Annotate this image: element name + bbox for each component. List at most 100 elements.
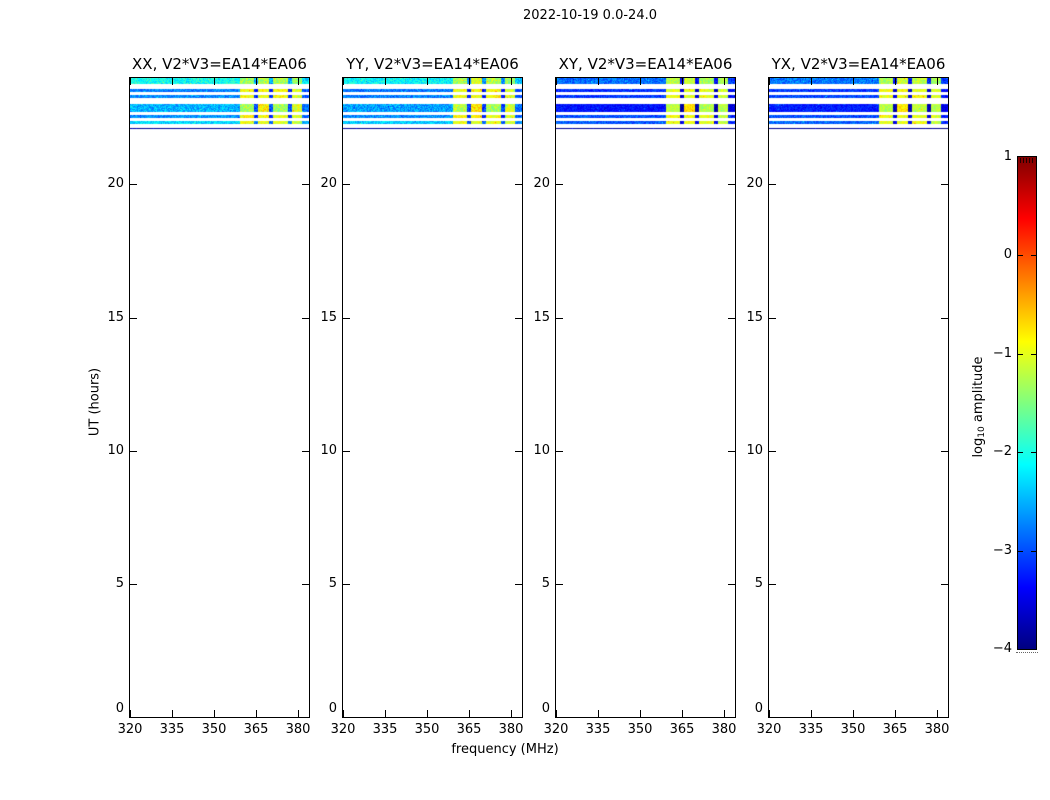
x-tick-label: 335 — [159, 722, 185, 737]
x-tick-label: 320 — [543, 722, 569, 737]
y-tick-left — [130, 584, 137, 585]
x-tick-bottom — [853, 710, 854, 717]
y-tick-left — [556, 451, 563, 452]
y-tick-right — [941, 318, 948, 319]
colorbar-tick-label: −4 — [992, 641, 1012, 656]
x-tick-bottom — [769, 710, 770, 717]
y-tick-right — [515, 584, 522, 585]
y-tick-right — [728, 584, 735, 585]
x-tick-label: 320 — [756, 722, 782, 737]
y-tick-label: 20 — [746, 176, 763, 191]
x-tick-label: 350 — [201, 722, 227, 737]
heatmap-canvas-XX — [130, 78, 309, 134]
panel-YY — [342, 77, 523, 718]
x-tick-top — [724, 78, 725, 85]
x-tick-top — [682, 78, 683, 85]
panel-title-XX: XX, V2*V3=EA14*EA06 — [132, 55, 307, 73]
colorbar-tick-label: −1 — [992, 346, 1012, 361]
x-tick-label: 320 — [117, 722, 143, 737]
x-tick-top — [556, 78, 557, 85]
x-tick-bottom — [130, 710, 131, 717]
x-tick-bottom — [427, 710, 428, 717]
x-tick-top — [469, 78, 470, 85]
x-tick-bottom — [214, 710, 215, 717]
colorbar-tick-label: −2 — [992, 444, 1012, 459]
x-tick-top — [895, 78, 896, 85]
x-tick-bottom — [469, 710, 470, 717]
x-tick-label: 380 — [285, 722, 311, 737]
x-tick-top — [511, 78, 512, 85]
heatmap-canvas-YX — [769, 78, 948, 134]
y-tick-label: 5 — [754, 576, 763, 591]
x-tick-top — [343, 78, 344, 85]
x-tick-top — [130, 78, 131, 85]
panel-XX — [129, 77, 310, 718]
y-tick-left — [343, 184, 350, 185]
x-tick-label: 350 — [627, 722, 653, 737]
colorbar-tick-left — [1018, 452, 1023, 453]
y-tick-label: 0 — [115, 701, 124, 716]
x-tick-label: 350 — [414, 722, 440, 737]
colorbar-tick-right — [1031, 452, 1036, 453]
x-tick-label: 365 — [456, 722, 482, 737]
x-tick-top — [937, 78, 938, 85]
y-tick-right — [728, 184, 735, 185]
y-tick-label: 0 — [541, 701, 550, 716]
x-tick-top — [256, 78, 257, 85]
x-tick-top — [385, 78, 386, 85]
x-tick-top — [214, 78, 215, 85]
y-tick-left — [556, 584, 563, 585]
x-tick-bottom — [256, 710, 257, 717]
x-tick-top — [172, 78, 173, 85]
colorbar-tick-left — [1018, 354, 1023, 355]
y-tick-label: 10 — [746, 443, 763, 458]
x-tick-bottom — [811, 710, 812, 717]
colorbar-tick-label: 1 — [1003, 149, 1012, 164]
x-tick-bottom — [640, 710, 641, 717]
figure-title: 2022-10-19 0.0-24.0 — [523, 8, 657, 23]
y-tick-left — [769, 184, 776, 185]
y-tick-left — [130, 451, 137, 452]
y-tick-left — [343, 584, 350, 585]
colorbar-tick-right — [1031, 551, 1036, 552]
x-tick-bottom — [298, 710, 299, 717]
y-tick-right — [941, 584, 948, 585]
y-tick-label: 20 — [533, 176, 550, 191]
x-tick-label: 335 — [585, 722, 611, 737]
colorbar-label-subscript: 10 — [977, 426, 987, 438]
x-axis-label: frequency (MHz) — [451, 742, 559, 757]
colorbar-tick-left — [1018, 551, 1023, 552]
x-tick-label: 335 — [372, 722, 398, 737]
y-tick-left — [343, 451, 350, 452]
x-tick-bottom — [343, 710, 344, 717]
y-tick-label: 10 — [320, 443, 337, 458]
y-tick-right — [302, 451, 309, 452]
colorbar-tick-left — [1018, 255, 1023, 256]
x-tick-label: 320 — [330, 722, 356, 737]
x-tick-label: 365 — [243, 722, 269, 737]
x-tick-label: 380 — [924, 722, 950, 737]
x-tick-bottom — [937, 710, 938, 717]
colorbar-tick-right — [1031, 255, 1036, 256]
x-tick-top — [853, 78, 854, 85]
y-tick-label: 15 — [746, 310, 763, 325]
y-tick-label: 20 — [320, 176, 337, 191]
y-tick-right — [515, 451, 522, 452]
y-tick-label: 5 — [115, 576, 124, 591]
y-tick-label: 10 — [107, 443, 124, 458]
y-tick-left — [769, 584, 776, 585]
heatmap-canvas-YY — [343, 78, 522, 134]
y-tick-left — [769, 318, 776, 319]
y-tick-left — [130, 184, 137, 185]
x-tick-bottom — [724, 710, 725, 717]
y-tick-label: 5 — [541, 576, 550, 591]
y-tick-label: 20 — [107, 176, 124, 191]
x-tick-top — [640, 78, 641, 85]
x-tick-label: 365 — [669, 722, 695, 737]
x-tick-label: 380 — [498, 722, 524, 737]
y-tick-label: 15 — [320, 310, 337, 325]
x-tick-bottom — [511, 710, 512, 717]
y-tick-right — [515, 318, 522, 319]
y-tick-left — [769, 451, 776, 452]
